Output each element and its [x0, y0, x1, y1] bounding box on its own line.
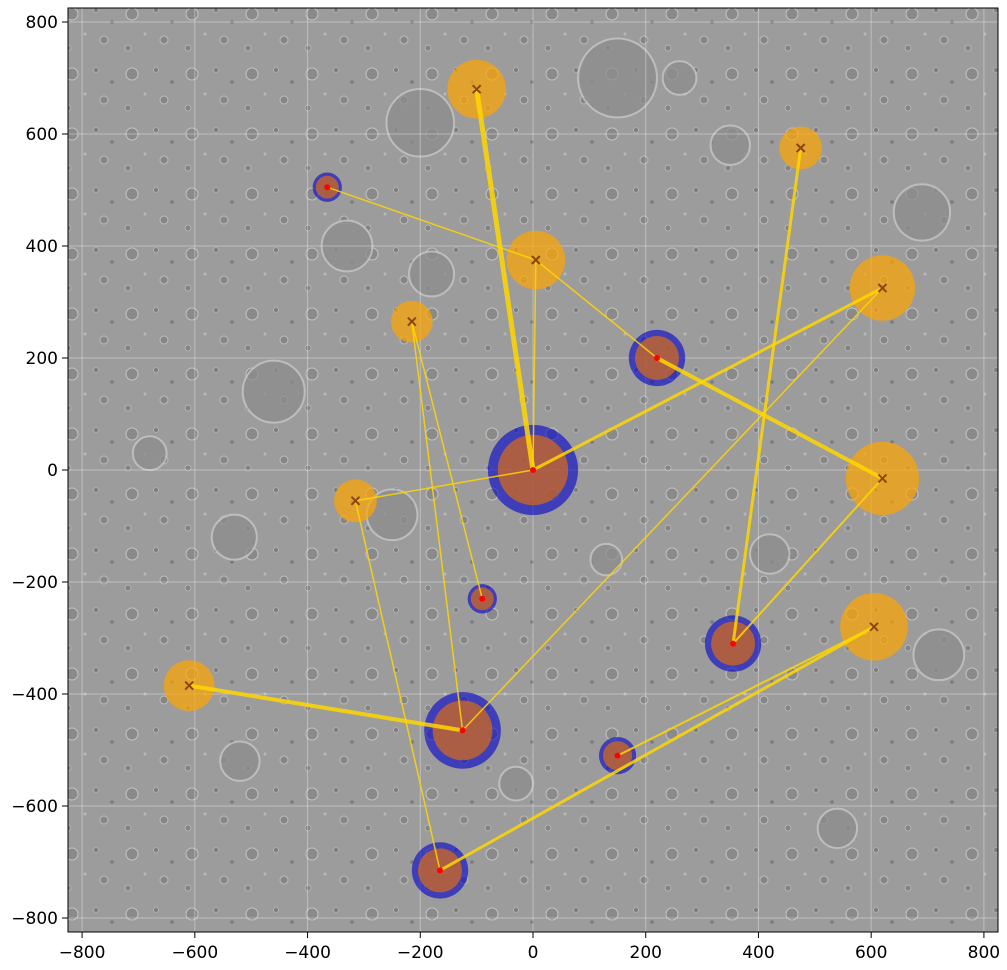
y-tick-label: 400 [26, 237, 58, 257]
target-point-stroke [869, 622, 879, 632]
target-point-stroke [531, 255, 541, 265]
x-tick-label: −200 [397, 943, 444, 963]
target-point-stroke [877, 473, 888, 484]
terrain-crater [589, 542, 624, 577]
link-line [731, 146, 803, 646]
terrain-crater [408, 250, 456, 298]
x-tick-label: −800 [59, 943, 106, 963]
link-line [411, 320, 484, 600]
link-line [655, 356, 885, 481]
y-tick-label: 600 [26, 125, 58, 145]
link-line [411, 320, 464, 732]
hub-point [479, 595, 486, 602]
y-tick-label: 200 [26, 349, 58, 369]
x-tick-label: 200 [630, 943, 662, 963]
target-point [796, 143, 806, 153]
target-point-stroke [471, 84, 482, 94]
target-point [471, 84, 482, 94]
y-tick-label: 800 [26, 13, 58, 33]
y-tick-label: −400 [11, 685, 58, 705]
y-tick-label: −800 [11, 909, 58, 929]
target-point-stroke [877, 283, 888, 293]
link-line [535, 259, 658, 359]
x-tick-label: 400 [742, 943, 774, 963]
link-line [326, 186, 537, 261]
target-point [407, 316, 417, 327]
link-line [732, 477, 884, 645]
terrain-crater [709, 124, 751, 166]
link-line [532, 259, 537, 471]
x-tick-label: −400 [284, 943, 331, 963]
terrain-crater [749, 533, 791, 575]
link-line [354, 500, 441, 872]
terrain-crater [241, 359, 306, 424]
x-tick-label: −600 [171, 943, 218, 963]
terrain-crater [131, 435, 168, 472]
y-tick-label: 0 [47, 461, 58, 481]
hub-point [530, 467, 536, 473]
target-point [184, 680, 194, 691]
target-point-stroke [796, 143, 806, 153]
link-line [438, 625, 876, 872]
target-point [877, 473, 888, 484]
link-line [461, 287, 884, 732]
hub-point [324, 184, 331, 191]
link-line [354, 469, 534, 502]
hub-point [730, 640, 737, 647]
terrain-crater [320, 219, 374, 273]
target-point [869, 622, 879, 632]
y-tick-label: −600 [11, 797, 58, 817]
terrain-crater [385, 87, 456, 158]
target-point-stroke [350, 496, 361, 506]
link-line [531, 286, 884, 472]
terrain-crater [661, 60, 698, 96]
link-line [474, 86, 536, 473]
hub-point [614, 752, 621, 759]
hub-point [437, 867, 443, 874]
plot-area [68, 8, 998, 932]
axes: −800 −600 −400 −200 0 200 400 600 800 −800 −600 −40… [11, 7, 1000, 963]
x-tick-label: 600 [855, 943, 887, 963]
target-point [877, 283, 888, 293]
terrain-crater [912, 628, 966, 682]
target-point-stroke [184, 680, 194, 691]
y-tick-label: −200 [11, 573, 58, 593]
x-tick-label: 800 [968, 943, 1000, 963]
link-line [187, 683, 465, 733]
target-point-stroke [407, 316, 417, 327]
link-line [616, 625, 875, 757]
terrain-crater [210, 513, 258, 561]
terrain-crater [577, 37, 659, 119]
hub-point [459, 727, 466, 734]
x-tick-label: 0 [528, 943, 539, 963]
target-point [350, 496, 361, 506]
terrain-crater [816, 807, 859, 850]
hub-point [654, 355, 660, 361]
terrain-crater [498, 765, 534, 802]
terrain-crater [219, 740, 261, 782]
terrain-crater [892, 183, 952, 242]
target-point [531, 255, 541, 265]
